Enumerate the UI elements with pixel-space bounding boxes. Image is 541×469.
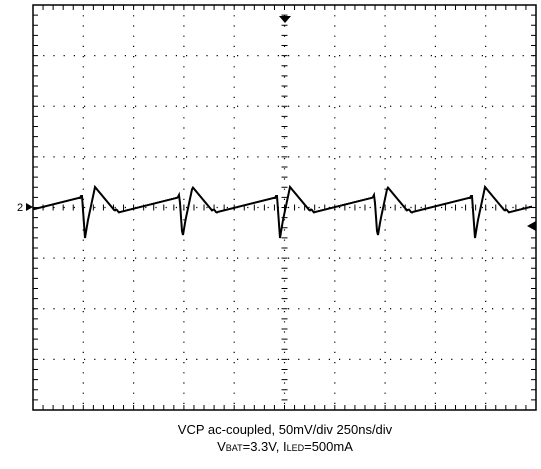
grid <box>33 5 536 410</box>
caption-subscript: LED <box>287 443 305 453</box>
channel-label: 2 <box>17 202 23 214</box>
waveform <box>32 184 533 239</box>
caption-part: =3.3V, I <box>243 439 287 454</box>
caption-part: =500mA <box>304 439 353 454</box>
caption-subscript: BAT <box>226 443 243 453</box>
trigger-marker <box>279 16 291 23</box>
caption-part: V <box>217 439 226 454</box>
caption-line2: VBAT=3.3V, ILED=500mA <box>217 439 353 454</box>
trigger-level-marker <box>527 221 536 231</box>
caption-line1: VCP ac-coupled, 50mV/div 250ns/div <box>178 422 393 437</box>
channel-arrow <box>26 203 33 211</box>
